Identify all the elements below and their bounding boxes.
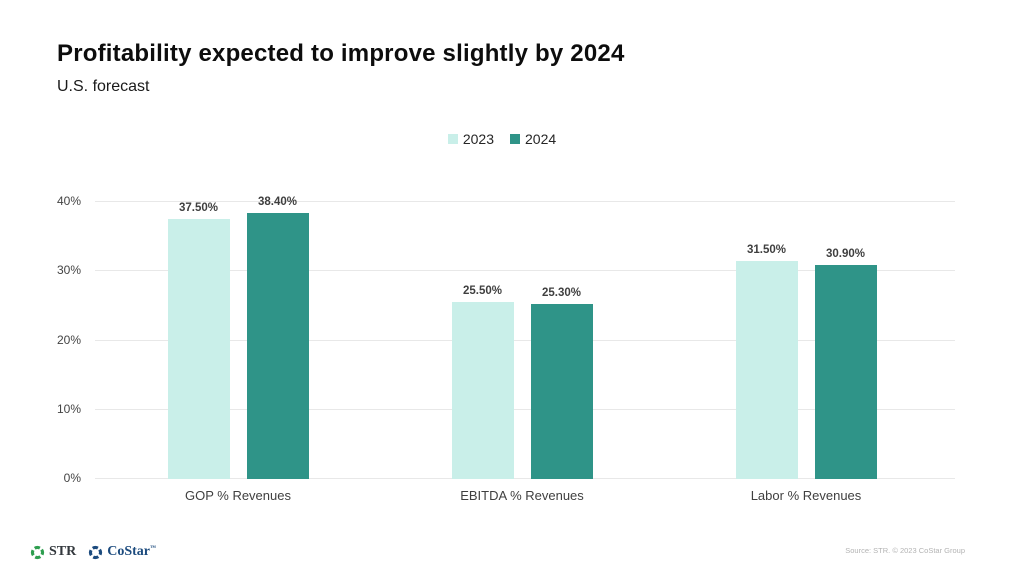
page-subtitle: U.S. forecast	[57, 78, 150, 95]
costar-logo-text: CoStar™	[107, 544, 157, 559]
plot-area: 37.50% 38.40% GOP % Revenues 25.50% 25.30% EB…	[95, 196, 955, 503]
bar-value-label: 25.50%	[462, 285, 502, 298]
gridline	[95, 408, 955, 410]
str-logo-icon	[30, 545, 45, 559]
bar-2024	[246, 213, 309, 479]
trademark-symbol: ™	[150, 545, 157, 552]
bar-value-label: 38.40%	[257, 196, 297, 209]
bar-value-label: 31.50%	[746, 243, 786, 256]
bar-group: 37.50% 38.40% GOP % Revenues	[167, 196, 309, 503]
source-text: Source: STR. © 2023 CoStar Group	[845, 546, 965, 555]
legend-item-2024: 2024	[510, 131, 556, 147]
bar-group: 25.50% 25.30% EBITDA % Revenues	[451, 202, 593, 503]
bar-value-label: 37.50%	[178, 202, 218, 215]
bar-2023	[735, 260, 798, 479]
y-axis-tick-label: 40%	[56, 194, 81, 208]
bar-2023	[451, 302, 514, 479]
legend-swatch	[510, 134, 520, 144]
costar-logo: CoStar™	[88, 544, 156, 560]
legend-label: 2023	[462, 131, 494, 147]
bar-value-label: 25.30%	[541, 286, 581, 299]
str-logo: STR	[30, 544, 76, 560]
gridline	[95, 270, 955, 272]
page-title: Profitability expected to improve slight…	[57, 40, 625, 67]
category-label: Labor % Revenues	[750, 488, 862, 503]
legend-label: 2024	[525, 131, 557, 147]
y-axis-tick-label: 0%	[63, 471, 81, 485]
y-axis-tick-label: 30%	[56, 263, 81, 278]
chart-legend: 2023 2024	[0, 131, 1004, 147]
bar-group: 31.50% 30.90% Labor % Revenues	[735, 202, 877, 503]
str-logo-text: STR	[49, 544, 77, 559]
category-label: GOP % Revenues	[185, 488, 291, 503]
bar-2024	[814, 265, 877, 479]
footer-logos: STR CoStar™	[30, 544, 156, 560]
bar-2024	[530, 303, 593, 479]
costar-logo-icon	[89, 545, 103, 559]
y-axis-tick-label: 20%	[56, 332, 81, 347]
gridline	[95, 339, 955, 341]
y-axis: 0% 10% 20% 30% 40%	[40, 194, 88, 485]
category-label: EBITDA % Revenues	[460, 488, 584, 503]
gridline	[95, 478, 955, 479]
bar-value-label: 30.90%	[825, 248, 865, 261]
bar-2023	[167, 219, 230, 479]
legend-item-2023: 2023	[447, 131, 494, 147]
y-axis-tick-label: 10%	[56, 401, 81, 416]
gridline	[95, 201, 955, 202]
legend-swatch	[447, 134, 458, 144]
